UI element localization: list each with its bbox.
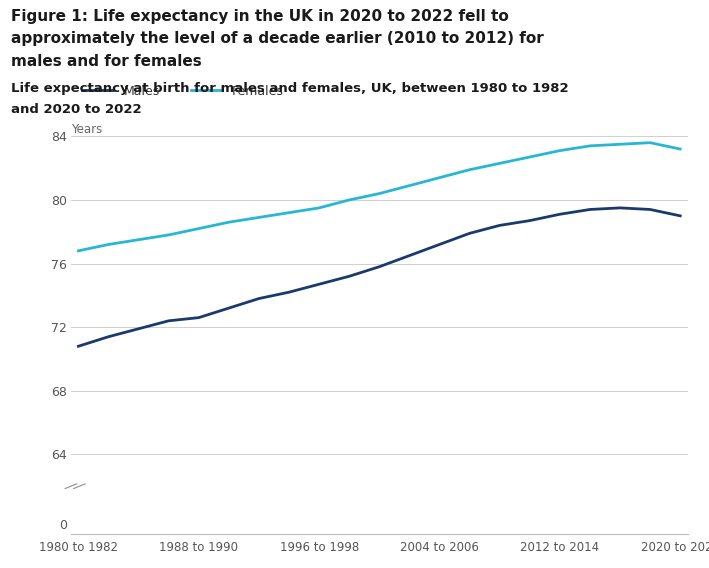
Text: Figure 1: Life expectancy in the UK in 2020 to 2022 fell to: Figure 1: Life expectancy in the UK in 2… [11,9,508,23]
Text: Years: Years [71,123,102,136]
Legend: Males, Females: Males, Females [77,80,289,103]
Text: Life expectancy at birth for males and females, UK, between 1980 to 1982: Life expectancy at birth for males and f… [11,82,568,95]
Text: males and for females: males and for females [11,54,201,69]
Text: and 2020 to 2022: and 2020 to 2022 [11,103,141,116]
Text: approximately the level of a decade earlier (2010 to 2012) for: approximately the level of a decade earl… [11,31,543,46]
